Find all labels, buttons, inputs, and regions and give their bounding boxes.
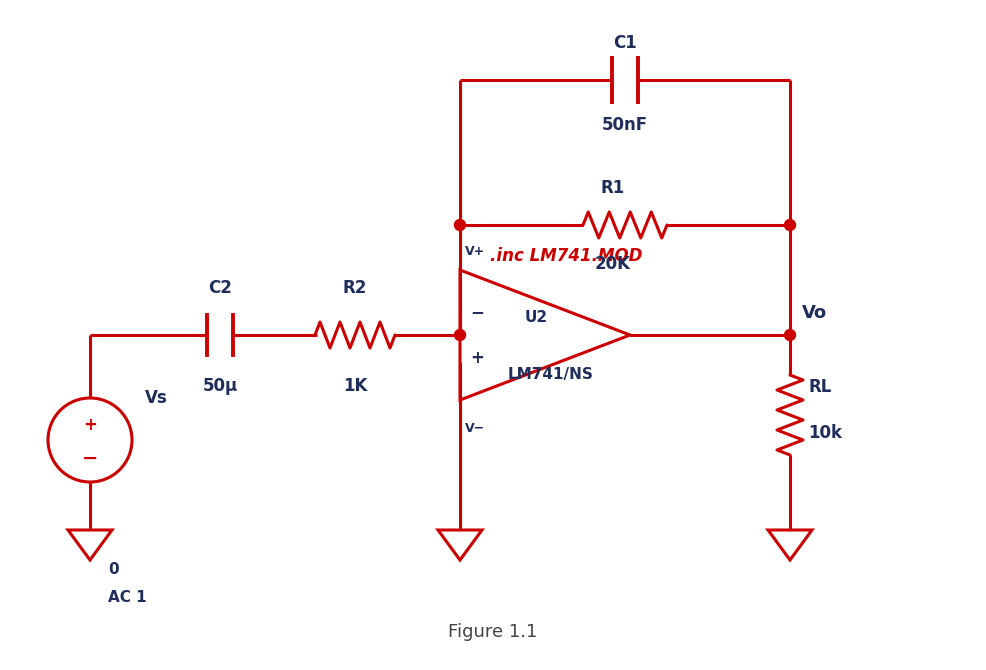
Text: −: − xyxy=(470,303,484,321)
Text: Figure 1.1: Figure 1.1 xyxy=(449,623,537,641)
Text: Vs: Vs xyxy=(145,389,168,407)
Text: C2: C2 xyxy=(208,279,232,297)
Text: +: + xyxy=(470,349,484,367)
Text: RL: RL xyxy=(808,378,831,396)
Text: .inc LM741.MOD: .inc LM741.MOD xyxy=(490,247,642,265)
Text: V+: V+ xyxy=(465,245,485,258)
Circle shape xyxy=(455,330,465,340)
Text: AC 1: AC 1 xyxy=(108,590,147,606)
Circle shape xyxy=(455,220,465,230)
Text: 10k: 10k xyxy=(808,424,842,442)
Text: R2: R2 xyxy=(343,279,367,297)
Text: 50nF: 50nF xyxy=(601,116,648,134)
Circle shape xyxy=(785,330,796,340)
Circle shape xyxy=(785,220,796,230)
Text: 1K: 1K xyxy=(343,377,367,395)
Text: 0: 0 xyxy=(108,563,118,578)
Text: R1: R1 xyxy=(600,179,625,197)
Text: LM741/NS: LM741/NS xyxy=(508,367,594,382)
Text: 20K: 20K xyxy=(595,255,631,273)
Text: Vo: Vo xyxy=(802,304,827,322)
Text: C1: C1 xyxy=(613,34,637,52)
Text: 50μ: 50μ xyxy=(202,377,238,395)
Text: V−: V− xyxy=(465,422,485,435)
Text: +: + xyxy=(83,416,97,434)
Text: U2: U2 xyxy=(525,310,548,325)
Text: −: − xyxy=(82,448,99,468)
